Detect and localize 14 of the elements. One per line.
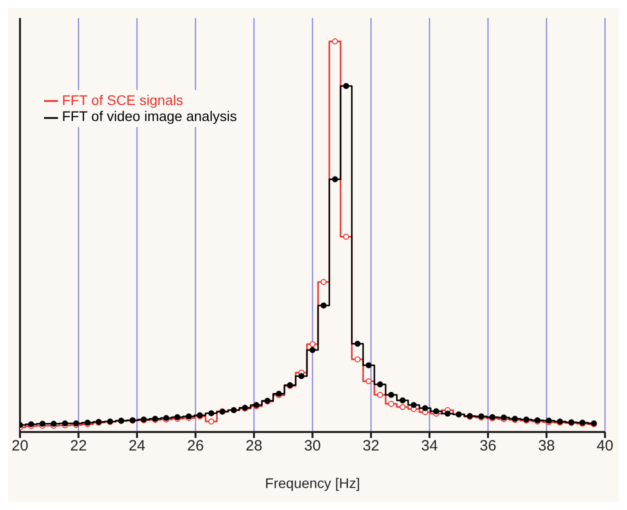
x-tick-label: 36 bbox=[480, 438, 496, 455]
x-tick-label: 26 bbox=[187, 438, 204, 455]
x-tick-label: 24 bbox=[128, 438, 146, 455]
x-tick-label: 20 bbox=[12, 438, 28, 455]
legend-label: FFT of video image analysis bbox=[62, 108, 237, 124]
legend-label: FFT of SCE signals bbox=[62, 92, 184, 108]
x-tick-label: 32 bbox=[362, 438, 380, 455]
x-axis-title: Frequency [Hz] bbox=[265, 475, 360, 491]
x-tick-label: 28 bbox=[246, 438, 262, 455]
x-tick-label: 38 bbox=[538, 438, 555, 455]
x-tick-label: 40 bbox=[596, 438, 614, 455]
x-tick-label: 22 bbox=[70, 438, 87, 455]
x-tick-label: 34 bbox=[421, 438, 438, 455]
x-tick-label: 30 bbox=[304, 438, 321, 455]
